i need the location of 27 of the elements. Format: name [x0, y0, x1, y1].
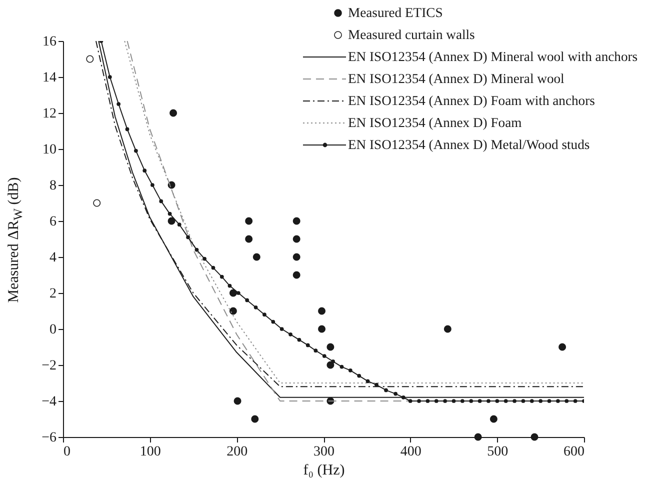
- x-tick-label: 600: [564, 444, 584, 460]
- legend-label: EN ISO12354 (Annex D) Mineral wool: [348, 71, 564, 87]
- legend-label: EN ISO12354 (Annex D) Foam with anchors: [348, 93, 595, 109]
- y-tick-label: −6: [42, 430, 56, 446]
- y-tick-label: −2: [42, 358, 56, 374]
- y-tick-label: 10: [42, 142, 56, 158]
- x-axis-title: f₀ (Hz): [303, 462, 345, 478]
- y-tick-label: 0: [50, 322, 56, 338]
- x-tick-label: 0: [64, 444, 70, 460]
- y-tick-label: 16: [42, 34, 56, 50]
- legend-label: Measured curtain walls: [348, 27, 475, 43]
- x-tick-label: 100: [140, 444, 161, 460]
- legend-label: EN ISO12354 (Annex D) Mineral wool with anchors: [348, 49, 638, 65]
- y-tick-label: 4: [50, 250, 56, 266]
- y-tick-label: 14: [42, 70, 56, 86]
- x-tick-label: 300: [314, 444, 334, 460]
- x-tick-label: 200: [226, 444, 248, 460]
- y-tick-label: 6: [50, 214, 56, 230]
- legend-label: EN ISO12354 (Annex D) Foam: [348, 115, 522, 131]
- y-tick-label: 2: [50, 286, 56, 302]
- y-tick-label: 8: [50, 178, 56, 194]
- y-tick-label: 12: [42, 106, 56, 122]
- legend-label: Measured ETICS: [348, 5, 443, 21]
- y-tick-label: −4: [42, 394, 56, 410]
- legend-label: EN ISO12354 (Annex D) Metal/Wood studs: [348, 137, 590, 153]
- x-tick-label: 500: [487, 444, 508, 460]
- x-tick-label: 400: [400, 444, 422, 460]
